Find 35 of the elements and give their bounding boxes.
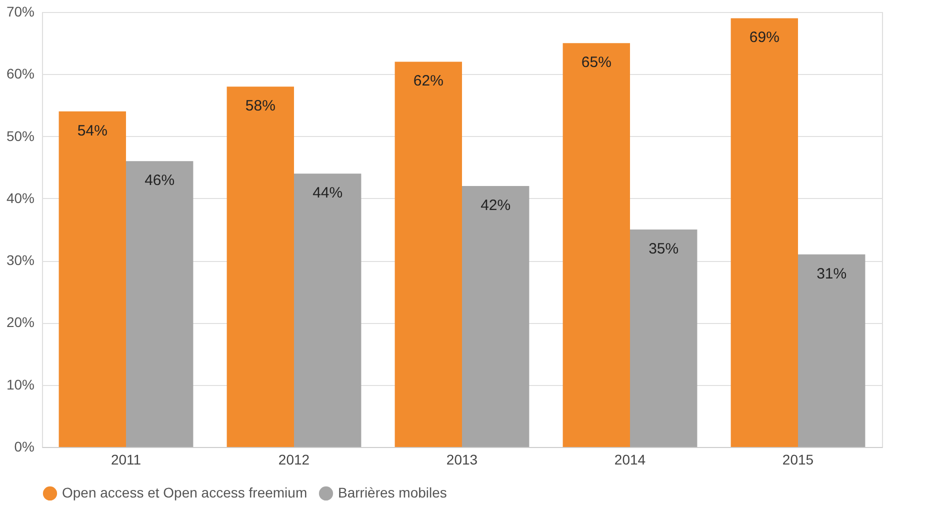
data-label: 31% (816, 265, 847, 282)
data-label: 35% (648, 240, 679, 258)
bar (562, 43, 630, 447)
y-tick-label: 50% (6, 128, 34, 144)
data-label: 69% (749, 29, 780, 46)
data-label: 58% (245, 98, 276, 115)
bar (226, 86, 294, 447)
bar (630, 230, 698, 447)
y-tick-label: 60% (6, 66, 34, 82)
data-label: 54% (77, 122, 108, 140)
bar (126, 161, 194, 447)
x-tick-label: 2011 (110, 452, 142, 468)
bar (730, 18, 798, 447)
y-tick-label: 70% (6, 4, 34, 20)
data-label: 46% (144, 172, 175, 190)
y-tick-label: 20% (6, 314, 34, 330)
bar (798, 254, 866, 447)
data-label: 44% (312, 184, 343, 202)
x-tick-label: 2015 (782, 452, 814, 468)
y-tick-label: 0% (14, 438, 34, 454)
legend-label: Open access et Open access freemium (62, 484, 308, 500)
y-tick-label: 40% (6, 190, 34, 206)
bar (58, 111, 126, 447)
x-tick-label: 2013 (446, 452, 478, 468)
bar (394, 62, 462, 447)
x-tick-label: 2012 (278, 452, 310, 468)
data-label: 42% (480, 197, 511, 214)
y-tick-label: 10% (6, 376, 34, 392)
x-tick-label: 2014 (614, 452, 646, 468)
data-label: 65% (581, 54, 612, 72)
y-tick-label: 30% (6, 252, 34, 268)
data-label: 62% (413, 72, 444, 90)
bar (462, 186, 530, 447)
bar (294, 174, 362, 447)
legend-label: Barrières mobiles (338, 484, 447, 500)
